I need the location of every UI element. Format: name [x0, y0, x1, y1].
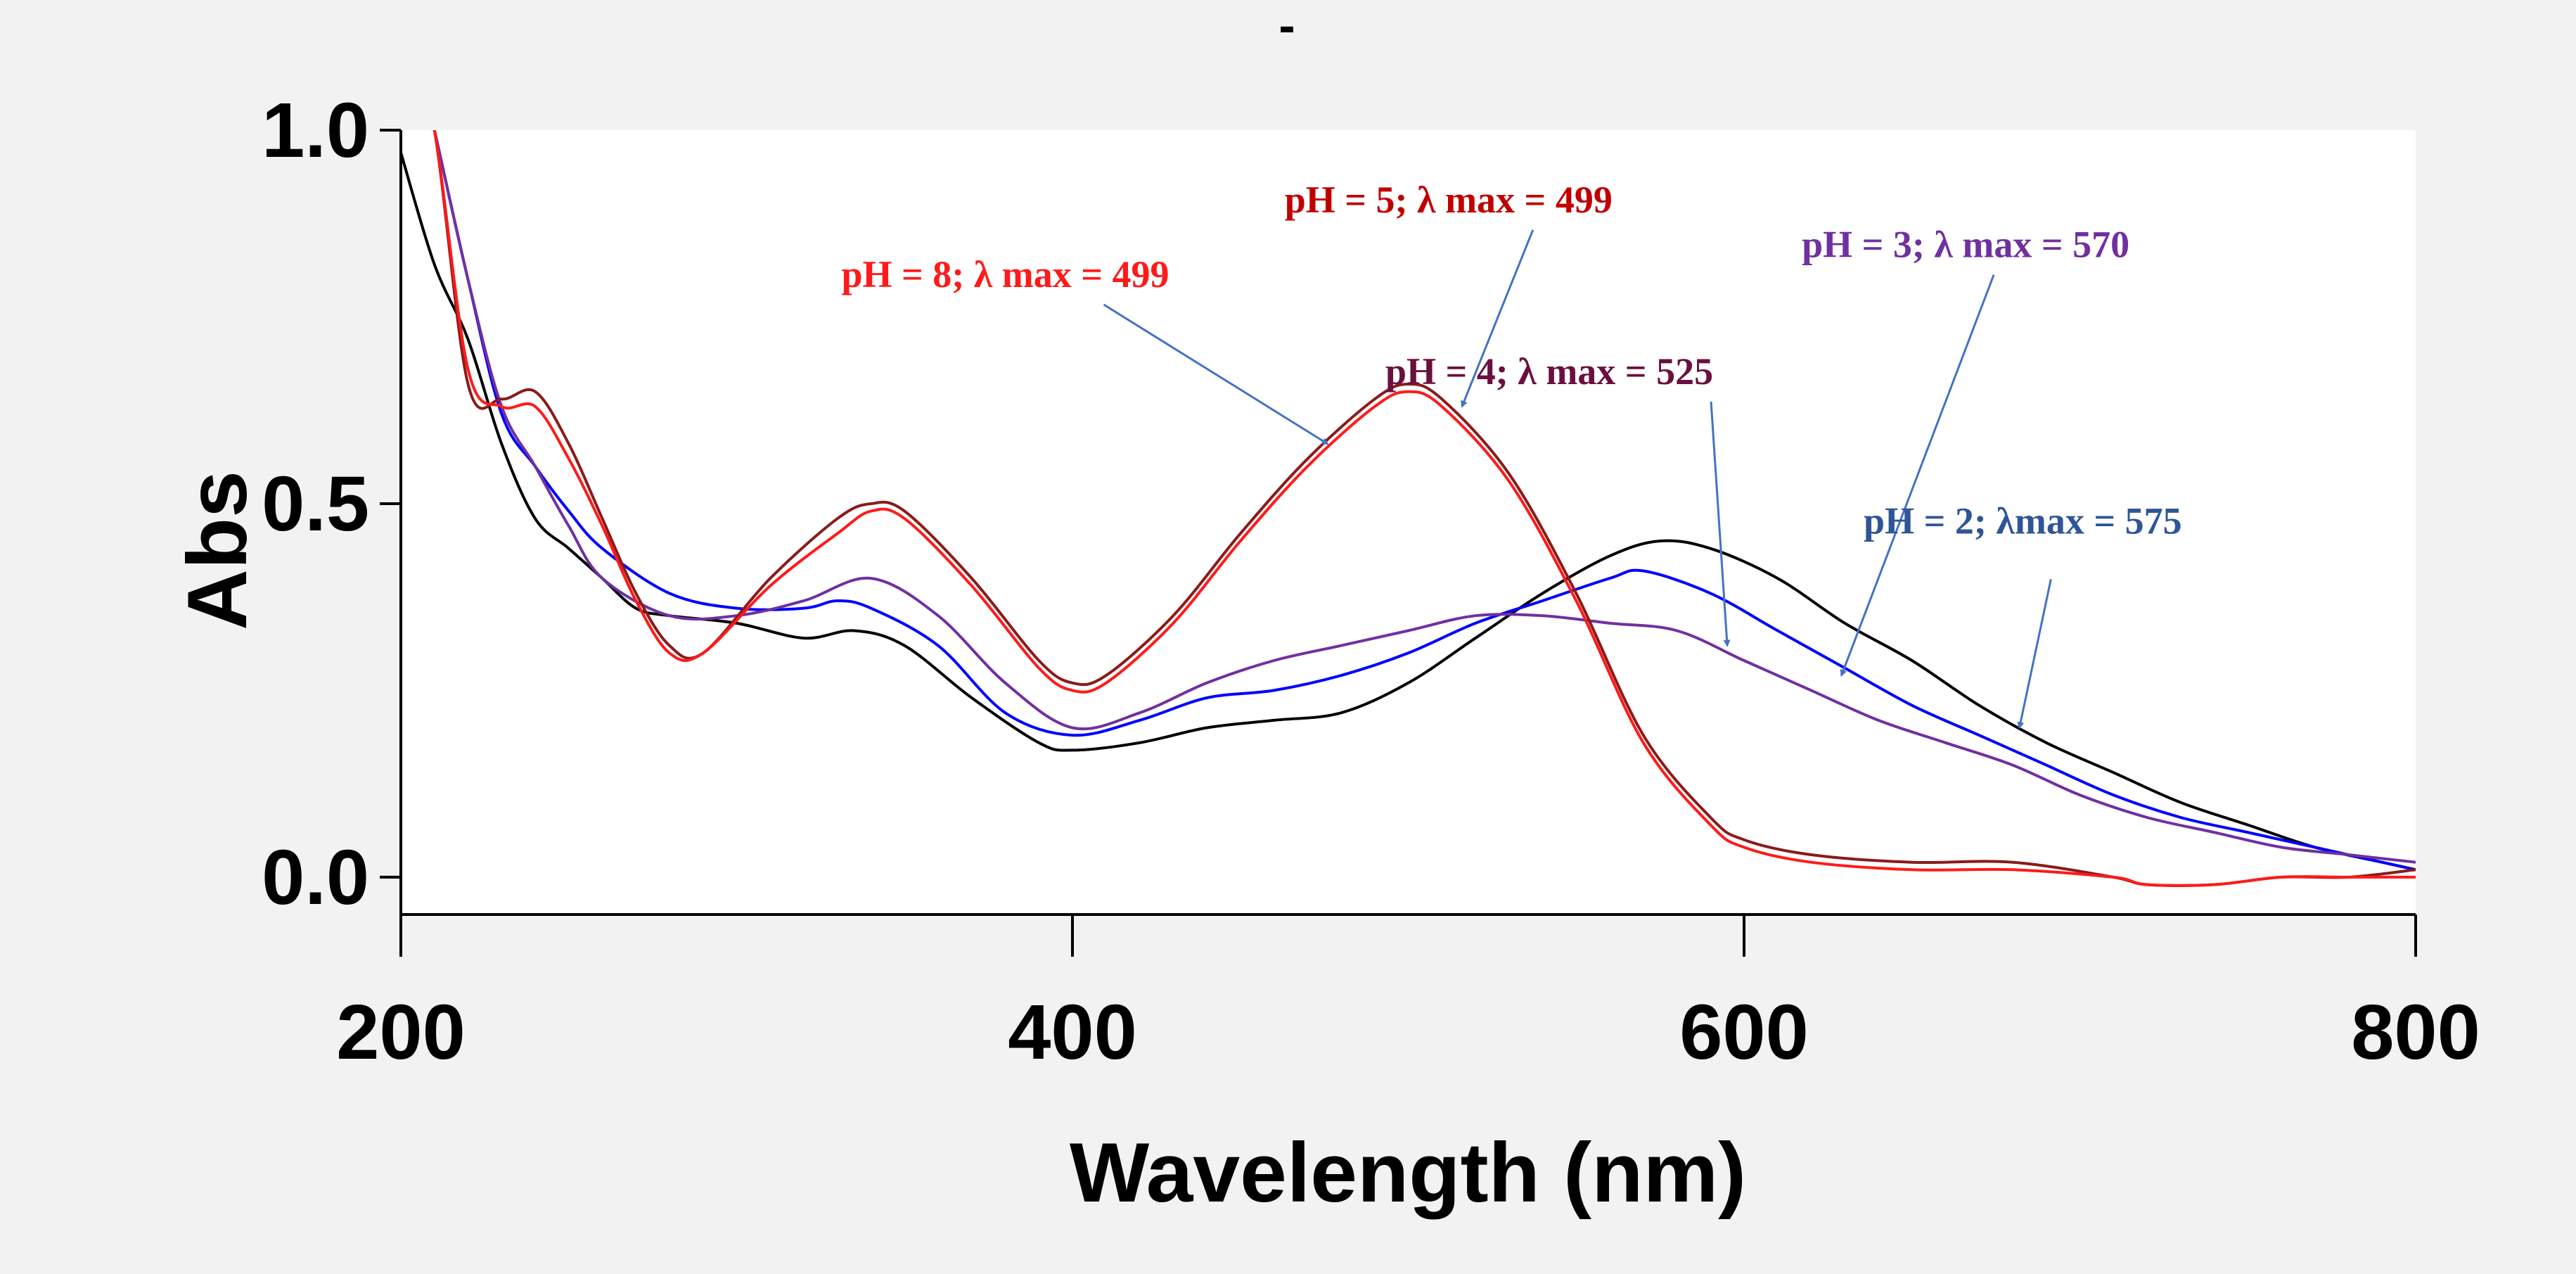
y-axis-title: Abs	[170, 471, 264, 630]
annotation-arrow	[2017, 579, 2052, 730]
x-tick-label: 800	[2351, 989, 2480, 1076]
annotation-arrow	[1710, 401, 1731, 647]
series-line-ph-3	[432, 130, 2416, 872]
chart-title: -	[1279, 0, 1295, 53]
annotation-label: pH = 8; λ max = 499	[841, 253, 1169, 295]
annotation-label: pH = 4; λ max = 525	[1385, 350, 1713, 393]
axes-layer: 200 400 600 800 0.0 0.5 1.0	[262, 87, 2480, 1076]
annotation-label: pH = 5; λ max = 499	[1285, 179, 1613, 221]
annotation-label: pH = 2; λmax = 575	[1864, 499, 2182, 542]
series-line-ph-8	[432, 130, 2416, 887]
y-tick-label: 1.0	[262, 87, 369, 174]
series-layer	[401, 130, 2416, 887]
plot-area	[401, 130, 2416, 915]
series-line-ph-5	[432, 130, 2416, 887]
y-tick-label: 0.5	[262, 461, 369, 547]
annotation-arrow	[1461, 229, 1534, 408]
x-axis-title: Wavelength (nm)	[1070, 1126, 1746, 1220]
annotation-arrow	[1103, 303, 1329, 445]
y-tick-label: 0.0	[262, 834, 369, 921]
x-tick-label: 200	[336, 989, 466, 1076]
x-tick-label: 400	[1008, 989, 1137, 1076]
series-line-ph-4	[432, 130, 2416, 864]
annotation-label: pH = 3; λ max = 570	[1802, 224, 2129, 266]
annotation-arrow	[1840, 274, 1995, 677]
annotation-layer: pH = 8; λ max = 499 pH = 5; λ max = 499 pH…	[841, 179, 2182, 730]
x-tick-label: 600	[1679, 989, 1809, 1076]
